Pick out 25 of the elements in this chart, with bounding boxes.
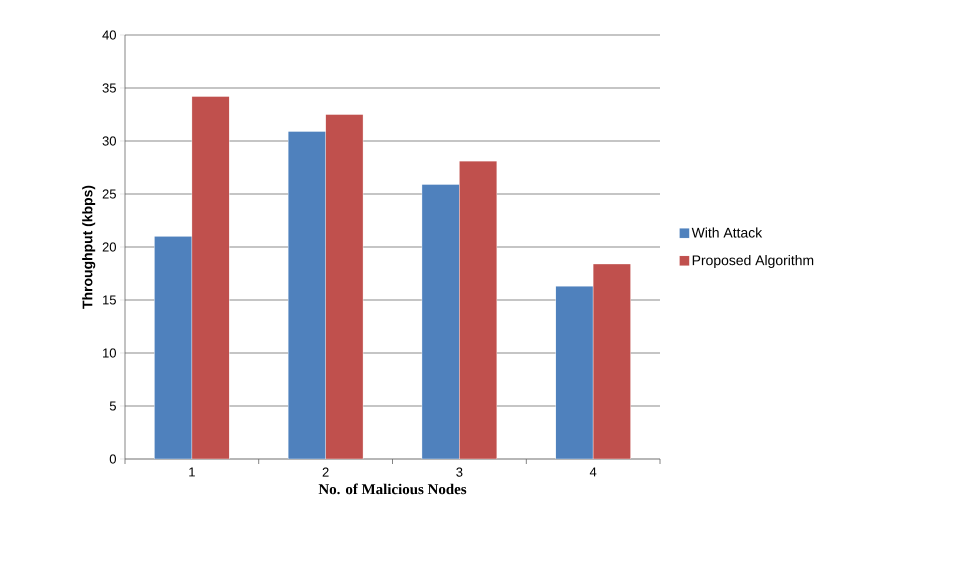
bar (192, 96, 230, 459)
bar (422, 184, 460, 459)
x-tick-label: 3 (456, 468, 462, 477)
y-tick-label: 20 (102, 242, 116, 252)
bar (154, 236, 192, 459)
y-tick-label: 25 (102, 189, 116, 199)
y-tick-label: 30 (102, 136, 116, 146)
y-tick-label: 15 (103, 295, 116, 305)
y-tick-label: 35 (102, 83, 116, 93)
bar (592, 264, 631, 459)
x-tick-label: 1 (189, 468, 195, 476)
x-tick-label: 2 (322, 468, 329, 477)
bar (555, 286, 594, 459)
y-axis-title: Throughput (kbps) (82, 186, 96, 309)
y-tick-label: 5 (110, 401, 116, 411)
x-axis-title: No. of Malicious Nodes (318, 484, 466, 494)
y-tick-label: 0 (110, 454, 116, 464)
y-tick-label: 10 (103, 348, 116, 358)
y-tick-label: 40 (102, 30, 116, 40)
legend-label: With Attack (692, 227, 762, 238)
bar (288, 131, 326, 459)
bar (459, 160, 498, 459)
bar (325, 114, 364, 459)
x-tick-label: 4 (590, 468, 596, 476)
legend-label: Proposed Algorithm (692, 254, 814, 268)
